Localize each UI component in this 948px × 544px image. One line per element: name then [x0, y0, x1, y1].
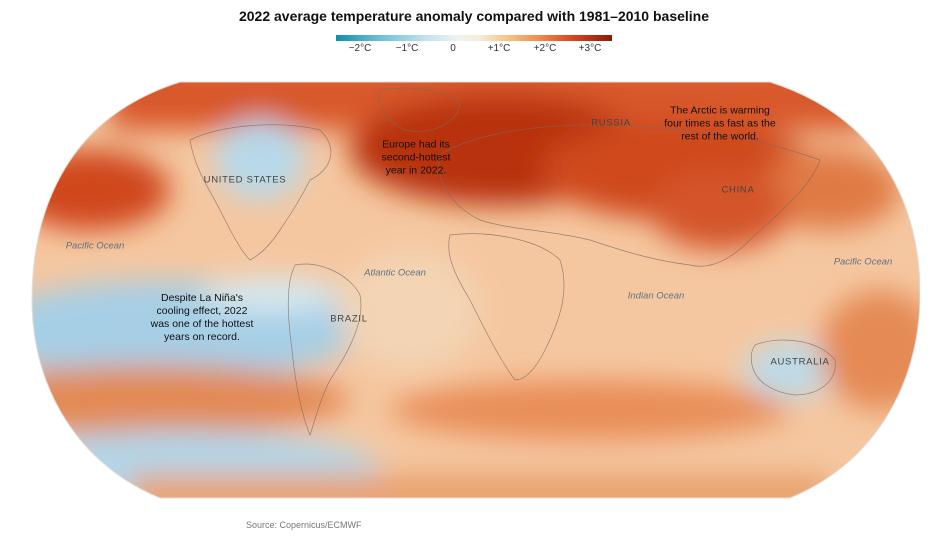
- source-note: Source: Copernicus/ECMWF: [246, 520, 362, 530]
- legend-tick-zero: 0: [450, 43, 456, 54]
- legend-tick-minus2: −2°C: [348, 43, 372, 54]
- legend-color-bar: [336, 35, 612, 41]
- legend-tick-plus2: +2°C: [533, 43, 557, 54]
- map-graphic: [31, 81, 921, 499]
- legend-tick-plus3: +3°C: [578, 43, 602, 54]
- legend-tick-minus1: −1°C: [395, 43, 419, 54]
- world-anomaly-map: RUSSIA UNITED STATES CHINA BRAZIL AUSTRA…: [30, 80, 921, 500]
- legend-tick-plus1: +1°C: [487, 43, 511, 54]
- map-title: 2022 average temperature anomaly compare…: [238, 8, 710, 24]
- color-legend: −2°C −1°C 0 +1°C +2°C +3°C: [336, 35, 612, 59]
